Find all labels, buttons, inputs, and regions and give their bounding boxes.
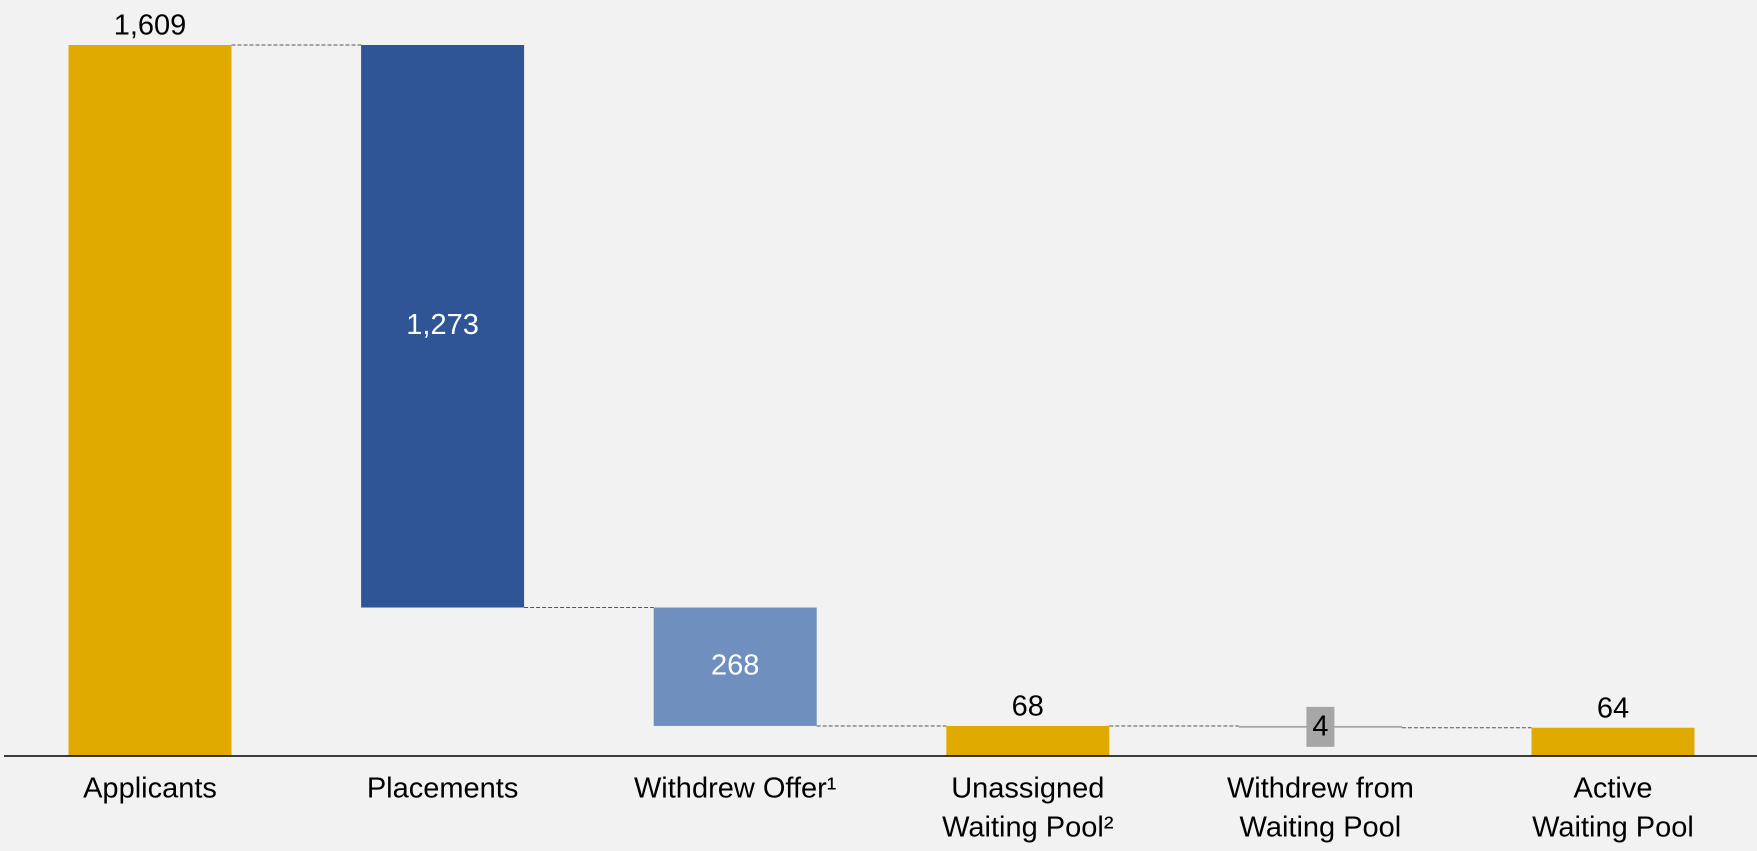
value-label: 64	[1597, 692, 1629, 724]
x-tick-label: Placements	[367, 773, 519, 805]
value-label: 68	[1012, 691, 1044, 723]
value-label: 268	[711, 649, 759, 681]
bar	[361, 45, 525, 608]
x-tick-label: Withdrew from	[1227, 773, 1414, 805]
bar	[1531, 727, 1695, 756]
x-tick-label: Withdrew Offer¹	[634, 773, 837, 805]
x-tick-label: Unassigned	[951, 773, 1104, 805]
x-tick-label: Waiting Pool	[1532, 812, 1694, 844]
x-tick-label: Active	[1574, 773, 1653, 805]
bar	[653, 607, 817, 726]
value-label: 1,609	[114, 10, 187, 42]
x-tick-label: Waiting Pool²	[942, 812, 1114, 844]
x-tick-label: Applicants	[83, 773, 217, 805]
value-label: 1,273	[406, 309, 479, 341]
bar	[946, 725, 1110, 756]
value-label: 4	[1312, 710, 1328, 742]
x-tick-label: Waiting Pool	[1240, 812, 1402, 844]
bar	[68, 45, 232, 756]
label-box	[1306, 706, 1335, 747]
